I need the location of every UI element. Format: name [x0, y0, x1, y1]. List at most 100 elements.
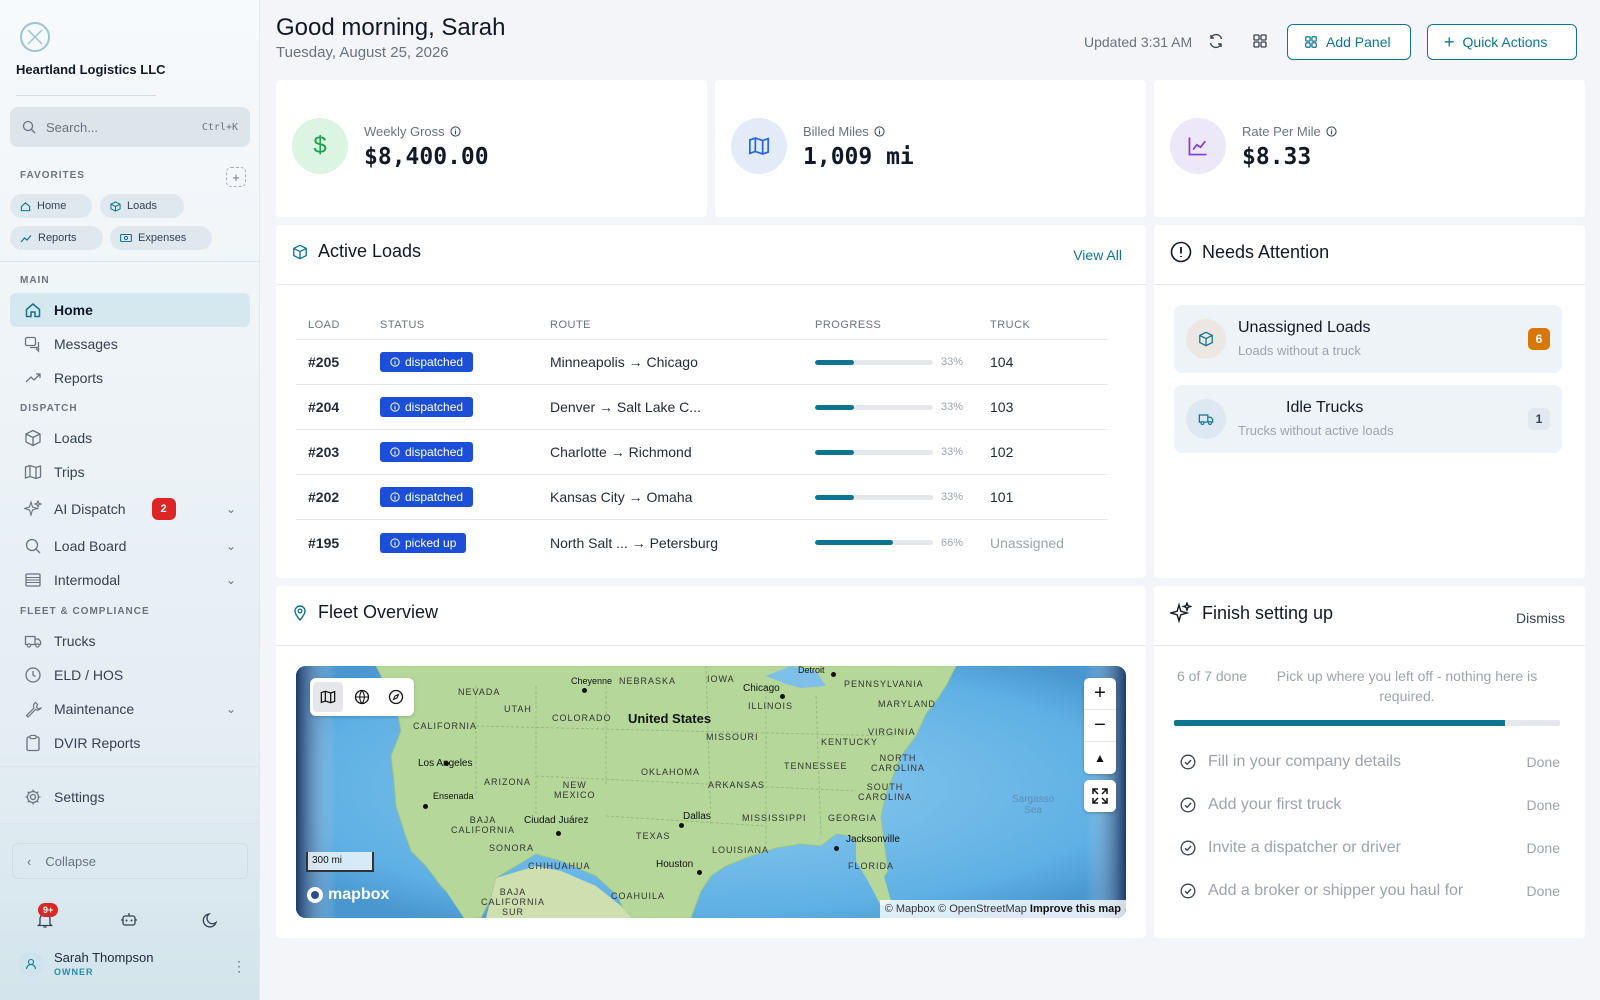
city-marker[interactable]	[834, 846, 839, 851]
fleet-map[interactable]: United States Chicago Los Angeles Dallas Hou…	[296, 666, 1126, 918]
improve-map-link[interactable]: Improve this map	[1029, 903, 1121, 915]
favorite-chip-home[interactable]: Home	[10, 194, 92, 218]
mapbox-logo[interactable]: mapbox	[306, 886, 389, 904]
map-label-text: COLORADO	[552, 713, 612, 723]
load-id[interactable]: #204	[308, 399, 340, 415]
route-cell: North Salt ... → Petersburg	[550, 535, 815, 551]
favorite-chip-reports[interactable]: Reports	[10, 226, 103, 250]
table-row[interactable]: #203 dispatched Charlotte → Richmond 33% 102	[296, 430, 1108, 475]
more-vertical-icon[interactable]: ⋮	[232, 958, 246, 974]
setup-item[interactable]: Fill in your company details Done	[1180, 750, 1560, 774]
info-icon[interactable]	[450, 126, 461, 137]
dismiss-button[interactable]: Dismiss	[1516, 610, 1565, 626]
moon-icon[interactable]	[202, 911, 220, 929]
table-row[interactable]: #202 dispatched Kansas City → Omaha 33% 101	[296, 475, 1108, 520]
column-header[interactable]: LOAD	[308, 318, 340, 331]
sidebar-item-trucks[interactable]: Trucks	[10, 624, 250, 658]
fullscreen-button[interactable]	[1084, 780, 1116, 812]
refresh-icon[interactable]	[1208, 33, 1224, 49]
column-header[interactable]: TRUCK	[990, 318, 1031, 331]
view-all-link[interactable]: View All	[1073, 247, 1122, 263]
sidebar-item-messages[interactable]: Messages	[10, 327, 250, 361]
info-icon[interactable]	[874, 126, 885, 137]
chevron-down-icon[interactable]: ⌄	[225, 502, 236, 516]
sidebar-item-settings[interactable]: Settings	[10, 780, 250, 814]
table-header: LOAD STATUS ROUTE PROGRESS TRUCK	[296, 310, 1108, 340]
load-id[interactable]: #195	[308, 534, 340, 551]
city-marker[interactable]	[444, 761, 449, 766]
column-header[interactable]: PROGRESS	[815, 318, 882, 331]
sidebar-item-eld-hos[interactable]: ELD / HOS	[10, 658, 250, 692]
map-style-globe-button[interactable]	[347, 682, 377, 712]
setup-item[interactable]: Add your first truck Done	[1180, 793, 1560, 817]
sidebar-item-ai-dispatch[interactable]: AI Dispatch 2 ⌄	[10, 492, 250, 526]
column-header[interactable]: ROUTE	[550, 318, 591, 331]
grid-layout-icon[interactable]	[1252, 33, 1268, 49]
map-label-text: IOWA	[707, 674, 735, 684]
panel-title: Needs Attention	[1170, 241, 1329, 263]
brand[interactable]: Heartland Logistics LLC	[16, 22, 166, 77]
add-panel-button[interactable]: Add Panel	[1287, 24, 1411, 60]
search-input[interactable]: Search... Ctrl+K	[10, 107, 250, 147]
status-text: dispatched	[405, 490, 464, 504]
sidebar-item-reports[interactable]: Reports	[10, 361, 250, 395]
table-row[interactable]: #195 picked up North Salt ... → Petersburg…	[296, 520, 1108, 565]
setup-item[interactable]: Add a broker or shipper you haul for Done	[1180, 879, 1560, 903]
setup-item-label: Fill in your company details	[1208, 753, 1401, 770]
city-marker[interactable]	[780, 694, 785, 699]
column-header[interactable]: STATUS	[380, 318, 425, 331]
chevron-down-icon[interactable]: ⌄	[225, 573, 236, 587]
sidebar-item-trips[interactable]: Trips	[10, 455, 250, 489]
user-profile[interactable]: Sarah Thompson OWNER	[18, 950, 154, 977]
add-favorite-button[interactable]: +	[226, 167, 246, 187]
robot-icon[interactable]	[120, 911, 138, 929]
home-icon	[20, 201, 31, 211]
favorite-chip-loads[interactable]: Loads	[100, 194, 184, 218]
chevron-down-icon[interactable]: ⌄	[225, 702, 236, 716]
map-label-text: UTAH	[504, 704, 532, 714]
route-cell: Minneapolis → Chicago	[550, 354, 815, 370]
setup-item[interactable]: Invite a dispatcher or driver Done	[1180, 836, 1560, 860]
sidebar-item-load-board[interactable]: Load Board ⌄	[10, 529, 250, 563]
sidebar-item-home[interactable]: Home	[10, 293, 250, 327]
florida	[856, 841, 891, 906]
sidebar-item-dvir-reports[interactable]: DVIR Reports	[10, 726, 250, 760]
city-marker[interactable]	[831, 672, 836, 677]
map-style-street-button[interactable]	[313, 682, 343, 712]
attention-title: Unassigned Loads	[1238, 319, 1371, 336]
sidebar-item-loads[interactable]: Loads	[10, 421, 250, 455]
load-id[interactable]: #202	[308, 489, 340, 505]
zoom-out-button[interactable]: −	[1084, 710, 1116, 742]
section-label-main: MAIN	[20, 275, 50, 286]
compass-icon	[388, 689, 404, 705]
info-icon[interactable]	[1326, 126, 1337, 137]
quick-actions-button[interactable]: + Quick Actions	[1427, 24, 1577, 60]
sidebar-item-intermodal[interactable]: Intermodal ⌄	[10, 563, 250, 597]
attention-item-idle-trucks[interactable]: Idle Trucks Trucks without active loads …	[1174, 385, 1562, 453]
compass-reset-button[interactable]: ▲	[1094, 751, 1106, 765]
sidebar-item-label: Trucks	[54, 633, 96, 649]
status-cell: dispatched	[380, 352, 550, 372]
brand-logo-icon	[20, 22, 50, 52]
route-cell: Kansas City → Omaha	[550, 489, 815, 505]
status-text: dispatched	[405, 445, 464, 459]
setup-summary: 6 of 7 done Pick up where you left off -…	[1174, 666, 1564, 706]
table-row[interactable]: #205 dispatched Minneapolis → Chicago 33% 10…	[296, 340, 1108, 385]
attribution-text[interactable]: © Mapbox © OpenStreetMap	[884, 903, 1027, 915]
map-style-compass-button[interactable]	[381, 682, 411, 712]
city-marker[interactable]	[556, 831, 561, 836]
city-marker[interactable]	[423, 804, 428, 809]
load-id[interactable]: #203	[308, 444, 340, 460]
city-marker[interactable]	[582, 688, 587, 693]
messages-icon	[24, 336, 40, 353]
zoom-in-button[interactable]: +	[1084, 678, 1116, 710]
collapse-button[interactable]: ‹ Collapse	[12, 843, 248, 879]
load-id[interactable]: #205	[308, 354, 340, 370]
table-row[interactable]: #204 dispatched Denver → Salt Lake C... 33%…	[296, 385, 1108, 430]
attention-item-unassigned-loads[interactable]: Unassigned Loads Loads without a truck 6	[1174, 305, 1562, 373]
city-marker[interactable]	[697, 870, 702, 875]
city-marker[interactable]	[679, 823, 684, 828]
chevron-down-icon[interactable]: ⌄	[225, 539, 236, 553]
favorite-chip-expenses[interactable]: Expenses	[110, 226, 212, 250]
sidebar-item-maintenance[interactable]: Maintenance ⌄	[10, 692, 250, 726]
